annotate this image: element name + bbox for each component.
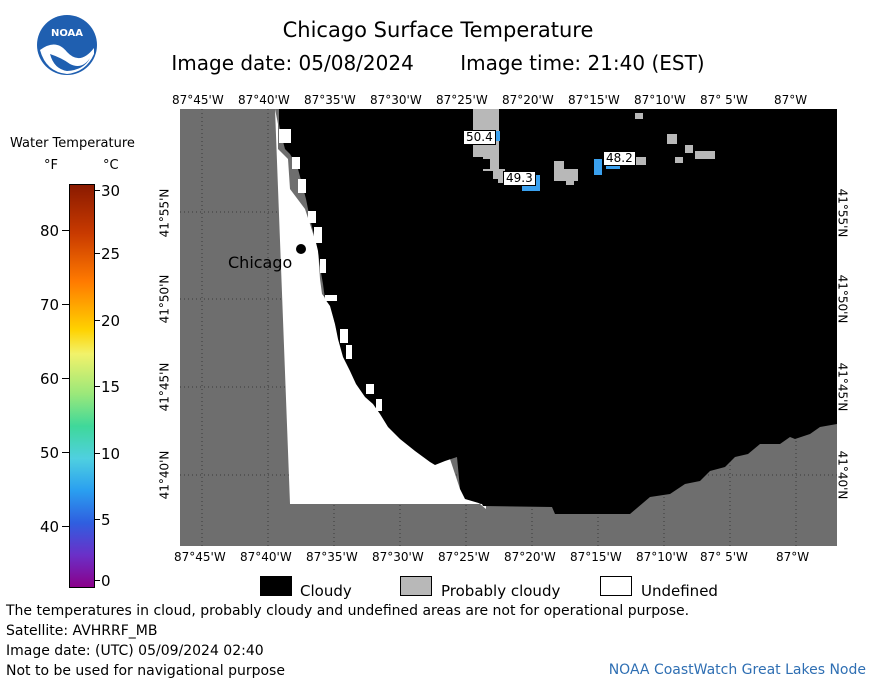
lon-label: 87°35'W xyxy=(306,550,358,564)
logo-text: NOAA xyxy=(51,28,83,39)
image-date: Image date: 05/08/2024 xyxy=(171,51,414,75)
undefined-swatch xyxy=(600,576,632,596)
page-title: Chicago Surface Temperature xyxy=(282,18,594,42)
cloudy-swatch xyxy=(260,576,292,596)
lon-label: 87°W xyxy=(774,93,808,107)
unit-c: °C xyxy=(103,158,119,173)
colorbar-gradient xyxy=(69,184,95,588)
f-tick: 80 xyxy=(40,222,60,240)
lon-label: 87°10'W xyxy=(634,93,686,107)
lat-label: 41°45'N xyxy=(835,362,850,412)
probably-cloudy-swatch xyxy=(400,576,432,596)
lon-label: 87°10'W xyxy=(636,550,688,564)
note-utc-date: Image date: (UTC) 05/09/2024 02:40 xyxy=(6,643,264,659)
f-tick: 60 xyxy=(40,370,60,388)
lon-label: 87°35'W xyxy=(304,93,356,107)
lon-label: 87° 5'W xyxy=(700,93,748,107)
temp-label: 50.4 xyxy=(463,130,496,145)
unit-f: °F xyxy=(44,158,58,173)
lon-label: 87°15'W xyxy=(570,550,622,564)
legend-undefined: Undefined xyxy=(641,582,718,600)
c-tick: 10 xyxy=(101,445,121,463)
subtitle: Image date: 05/08/2024 Image time: 21:40… xyxy=(0,51,876,75)
lon-label: 87°20'W xyxy=(504,550,556,564)
lake-map xyxy=(180,109,837,546)
lat-label: 41°40'N xyxy=(835,450,850,500)
lon-label: 87°40'W xyxy=(238,93,290,107)
city-marker xyxy=(296,244,306,254)
lat-label: 41°55'N xyxy=(835,188,850,238)
lon-label: 87°15'W xyxy=(568,93,620,107)
lat-label: 41°50'N xyxy=(157,274,172,324)
lon-label: 87°30'W xyxy=(372,550,424,564)
f-tick: 40 xyxy=(40,518,60,536)
lon-label: 87°30'W xyxy=(370,93,422,107)
lat-label: 41°50'N xyxy=(835,274,850,324)
c-tick: 30 xyxy=(101,182,121,200)
lon-label: 87°25'W xyxy=(436,93,488,107)
lon-label: 87°45'W xyxy=(172,93,224,107)
c-tick: 25 xyxy=(101,245,121,263)
note-navigation: Not to be used for navigational purpose xyxy=(6,663,285,679)
lon-label: 87°W xyxy=(776,550,810,564)
note-disclaimer: The temperatures in cloud, probably clou… xyxy=(6,603,690,619)
temp-label: 48.2 xyxy=(603,151,636,166)
lat-label: 41°45'N xyxy=(157,362,172,412)
lon-label: 87°20'W xyxy=(502,93,554,107)
cloudy-area xyxy=(279,109,837,514)
lat-label: 41°55'N xyxy=(157,188,172,238)
f-tick: 50 xyxy=(40,444,60,462)
legend-cloudy: Cloudy xyxy=(300,582,352,600)
c-tick: 0 xyxy=(101,572,111,590)
lon-label: 87°40'W xyxy=(240,550,292,564)
credit-link[interactable]: NOAA CoastWatch Great Lakes Node xyxy=(608,662,866,678)
colorbar-title: Water Temperature xyxy=(10,136,135,151)
image-time: Image time: 21:40 (EST) xyxy=(460,51,705,75)
lon-label: 87°45'W xyxy=(174,550,226,564)
f-tick: 70 xyxy=(40,296,60,314)
note-satellite: Satellite: AVHRRF_MB xyxy=(6,623,158,639)
legend-probably-cloudy: Probably cloudy xyxy=(441,582,561,600)
noaa-logo: NOAA xyxy=(36,14,98,76)
lon-label: 87° 5'W xyxy=(700,550,748,564)
c-tick: 20 xyxy=(101,312,121,330)
city-label: Chicago xyxy=(228,253,293,272)
c-tick: 5 xyxy=(101,511,111,529)
c-tick: 15 xyxy=(101,378,121,396)
temp-label: 49.3 xyxy=(503,171,536,186)
lon-label: 87°25'W xyxy=(438,550,490,564)
undefined-area xyxy=(275,109,486,509)
lat-label: 41°40'N xyxy=(157,450,172,500)
